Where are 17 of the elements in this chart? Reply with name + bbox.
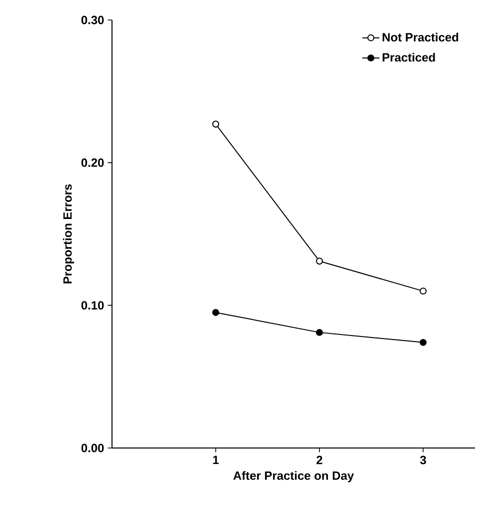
y-tick-label: 0.00 (81, 444, 104, 452)
legend-label: Practiced (382, 52, 435, 62)
y-tick-label: 0.30 (81, 16, 104, 24)
point (316, 328, 323, 336)
legend-label: Not Practiced (382, 32, 458, 42)
y-axis-title: Proportion Errors (62, 184, 74, 284)
point (212, 308, 220, 316)
y-tick-label: 0.10 (81, 301, 104, 310)
x-tick-label: 3 (420, 456, 426, 464)
point (420, 338, 427, 346)
x-tick-label: 2 (316, 456, 322, 464)
x-tick-label: 1 (213, 456, 219, 464)
y-tick-label: 0.20 (81, 158, 104, 167)
point (316, 258, 323, 265)
x-axis-title: After Practice on Day (233, 471, 354, 482)
point (420, 288, 427, 295)
point (212, 120, 220, 128)
